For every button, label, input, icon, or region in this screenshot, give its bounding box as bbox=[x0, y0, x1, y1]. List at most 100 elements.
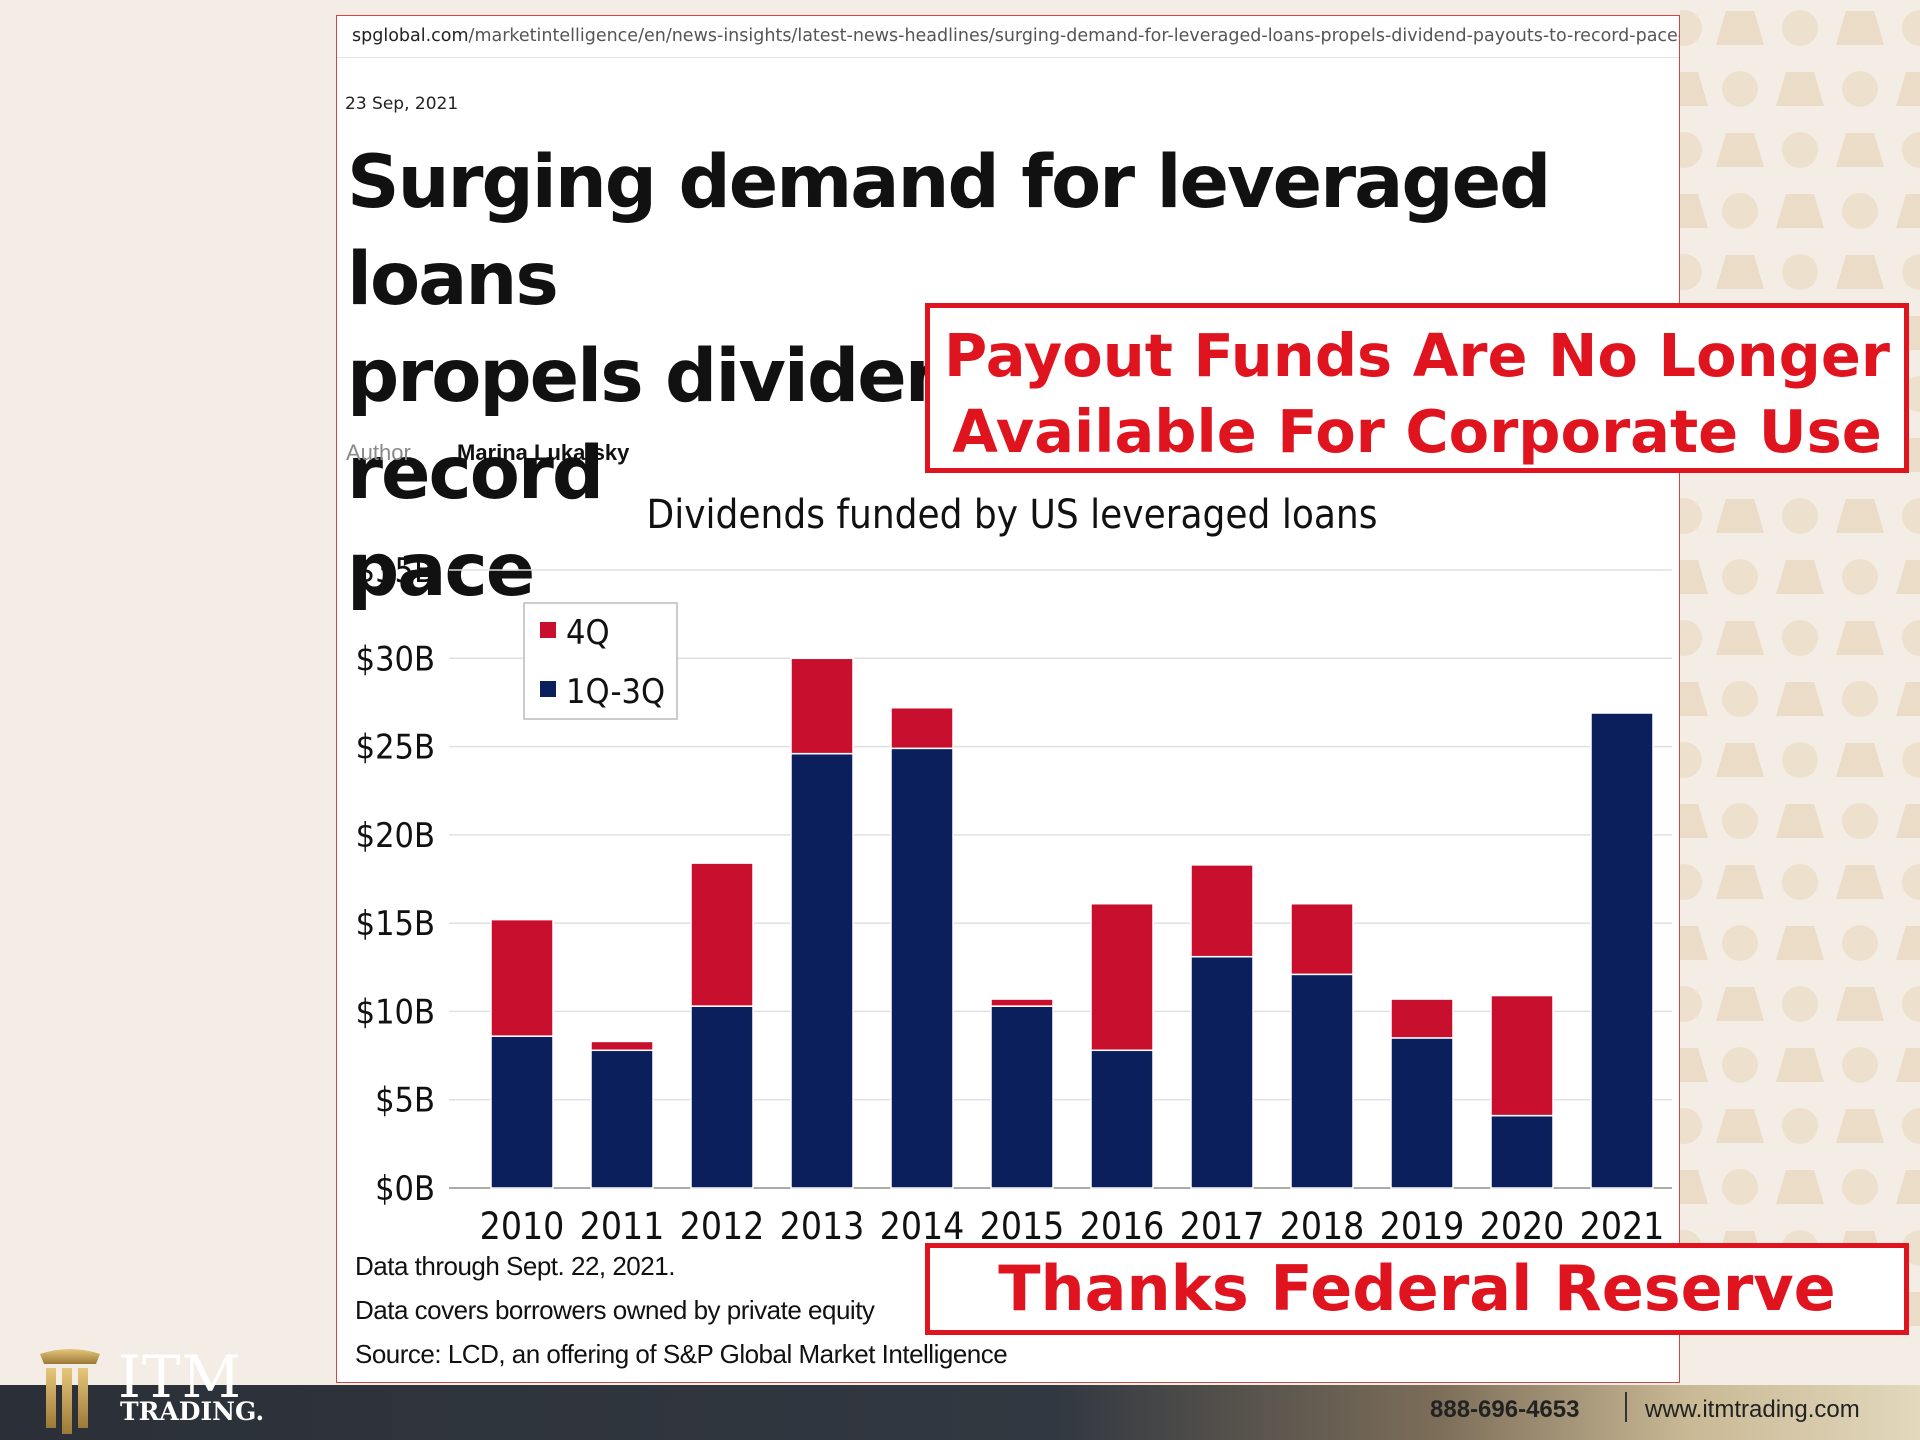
pattern-shape bbox=[1896, 194, 1920, 228]
pattern-shape bbox=[1842, 681, 1878, 717]
pattern-shape bbox=[1716, 499, 1764, 533]
y-tick-label: $0B bbox=[375, 1169, 435, 1209]
pattern-shape bbox=[1776, 194, 1824, 228]
bar-4q-2017 bbox=[1190, 864, 1254, 958]
pattern-shape bbox=[1680, 72, 1708, 106]
y-tick-label: $30B bbox=[356, 639, 435, 679]
pattern-shape bbox=[1776, 1170, 1824, 1204]
bar-1q-3q-2018 bbox=[1290, 973, 1354, 1189]
chart-note-source: Source: LCD, an offering of S&P Global M… bbox=[355, 1339, 1008, 1369]
pattern-shape bbox=[1776, 926, 1824, 960]
pattern-shape bbox=[1896, 926, 1920, 960]
bar-4q-2015 bbox=[990, 998, 1054, 1007]
y-tick-label: $25B bbox=[356, 728, 435, 768]
article-date: 23 Sep, 2021 bbox=[345, 94, 459, 114]
pattern-shape bbox=[1680, 620, 1702, 656]
pattern-shape bbox=[1680, 560, 1708, 594]
bar-4q-2010 bbox=[490, 918, 554, 1037]
footer-bar bbox=[0, 1385, 1920, 1440]
pattern-shape bbox=[1680, 682, 1708, 716]
x-tick-label: 2020 bbox=[1480, 1205, 1565, 1248]
pattern-shape bbox=[1842, 803, 1878, 839]
y-tick-label: $5B bbox=[375, 1081, 435, 1121]
pattern-shape bbox=[1722, 681, 1758, 717]
bar-1q-3q-2019 bbox=[1390, 1037, 1454, 1189]
bar-4q-2011 bbox=[590, 1040, 654, 1052]
pattern-shape bbox=[1902, 742, 1920, 778]
pattern-shape bbox=[1716, 1109, 1764, 1143]
author-name[interactable]: Marina Lukatsky bbox=[457, 440, 630, 465]
y-tick-label: $10B bbox=[356, 992, 435, 1032]
x-tick-label: 2014 bbox=[880, 1205, 965, 1248]
pattern-shape bbox=[1896, 72, 1920, 106]
x-tick-label: 2016 bbox=[1080, 1205, 1165, 1248]
bar-1q-3q-2021 bbox=[1590, 712, 1654, 1189]
x-tick-label: 2010 bbox=[480, 1205, 565, 1248]
pattern-shape bbox=[1836, 865, 1884, 899]
url-bar[interactable]: spglobal.com/marketintelligence/en/news-… bbox=[337, 16, 1679, 58]
pattern-shape bbox=[1776, 560, 1824, 594]
article-card: spglobal.com/marketintelligence/en/news-… bbox=[336, 15, 1680, 1383]
pattern-shape bbox=[1680, 1170, 1708, 1204]
pattern-shape bbox=[1716, 987, 1764, 1021]
pattern-shape bbox=[1896, 1170, 1920, 1204]
bar-4q-2018 bbox=[1290, 902, 1354, 976]
url-domain: spglobal.com bbox=[352, 26, 469, 46]
pattern-shape bbox=[1836, 499, 1884, 533]
pattern-shape bbox=[1902, 132, 1920, 168]
pattern-shape bbox=[1896, 1048, 1920, 1082]
x-tick-label: 2013 bbox=[780, 1205, 865, 1248]
footer-divider bbox=[1625, 1392, 1627, 1422]
pattern-shape bbox=[1836, 987, 1884, 1021]
x-tick-label: 2018 bbox=[1280, 1205, 1365, 1248]
pattern-shape bbox=[1842, 1047, 1878, 1083]
pattern-shape bbox=[1722, 1047, 1758, 1083]
pattern-shape bbox=[1782, 10, 1818, 46]
pattern-shape bbox=[1782, 1108, 1818, 1144]
callout-line: Payout Funds Are No Longer bbox=[944, 321, 1890, 390]
legend-swatch-4q bbox=[540, 622, 556, 638]
pattern-shape bbox=[1722, 1169, 1758, 1205]
pattern-shape bbox=[1782, 620, 1818, 656]
pattern-shape bbox=[1842, 925, 1878, 961]
website-link[interactable]: www.itmtrading.com bbox=[1645, 1396, 1860, 1423]
bar-4q-2013 bbox=[790, 657, 854, 755]
pattern-shape bbox=[1896, 804, 1920, 838]
chart-title: Dividends funded by US leveraged loans bbox=[647, 492, 1378, 538]
pattern-shape bbox=[1902, 254, 1920, 290]
phone-number[interactable]: 888-696-4653 bbox=[1430, 1396, 1580, 1423]
pattern-shape bbox=[1902, 864, 1920, 900]
pattern-shape bbox=[1902, 10, 1920, 46]
pattern-shape bbox=[1680, 1108, 1702, 1144]
url-path: /marketintelligence/en/news-insights/lat… bbox=[468, 26, 1679, 46]
legend-swatch-1q-3q bbox=[540, 681, 556, 697]
chart-legend: 4Q 1Q-3Q bbox=[523, 602, 678, 720]
callout-line: Available For Corporate Use bbox=[952, 397, 1882, 466]
stacked-bar-chart: Dividends funded by US leveraged loans $… bbox=[356, 492, 1672, 1248]
bar-1q-3q-2015 bbox=[990, 1005, 1054, 1189]
bar-1q-3q-2020 bbox=[1490, 1114, 1554, 1189]
pattern-shape bbox=[1680, 1048, 1708, 1082]
article-headline: Surging demand for leveraged loans prope… bbox=[347, 134, 1647, 619]
y-tick-label: $20B bbox=[356, 816, 435, 856]
pattern-shape bbox=[1782, 742, 1818, 778]
headline-line: Surging demand for leveraged loans bbox=[347, 140, 1551, 322]
chart-note-data-through: Data through Sept. 22, 2021. bbox=[355, 1251, 675, 1281]
pattern-shape bbox=[1680, 132, 1702, 168]
decorative-shape-pattern bbox=[1680, 10, 1920, 1327]
pattern-shape bbox=[1836, 255, 1884, 289]
x-tick-label: 2012 bbox=[680, 1205, 765, 1248]
pattern-shape bbox=[1836, 1109, 1884, 1143]
legend-label-4q: 4Q bbox=[566, 613, 610, 653]
pattern-shape bbox=[1842, 71, 1878, 107]
bar-1q-3q-2011 bbox=[590, 1049, 654, 1189]
callout-payout-funds: Payout Funds Are No Longer Available For… bbox=[925, 303, 1909, 473]
bar-4q-2020 bbox=[1490, 994, 1554, 1117]
pattern-shape bbox=[1680, 498, 1702, 534]
pattern-shape bbox=[1722, 71, 1758, 107]
pattern-shape bbox=[1782, 864, 1818, 900]
pattern-shape bbox=[1680, 804, 1708, 838]
pattern-shape bbox=[1842, 193, 1878, 229]
pattern-shape bbox=[1722, 193, 1758, 229]
chart-note-coverage: Data covers borrowers owned by private e… bbox=[355, 1295, 875, 1325]
